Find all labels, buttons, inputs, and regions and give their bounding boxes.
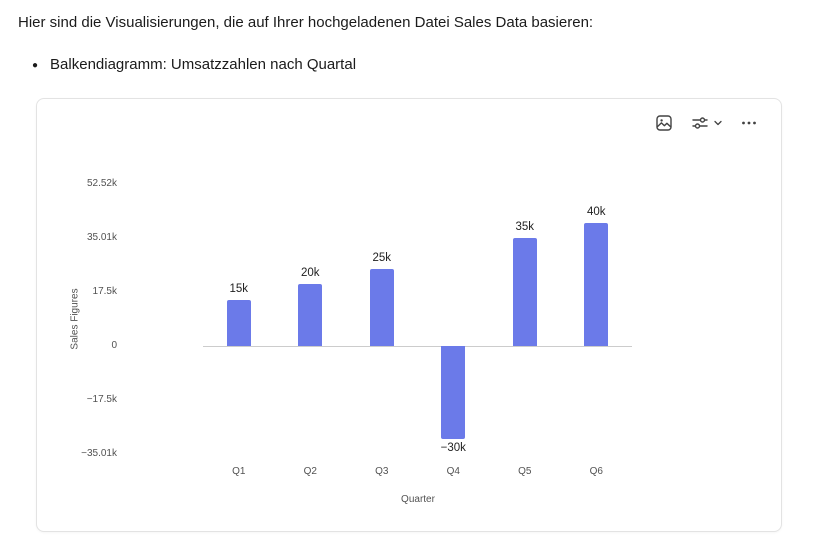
x-tick-label: Q2 [303,466,317,477]
bar-value-label: 40k [587,205,606,218]
bar-value-label: 15k [229,282,249,295]
y-tick-label: −35.01k [81,448,117,459]
y-tick-label: 17.5k [92,286,117,297]
chevron-down-icon [713,118,723,128]
bar[interactable] [298,284,323,346]
chart-card: Sales Figures Quarter 52.52k 35.01k 17.5k 0… [36,98,782,532]
x-tick-label: Q5 [518,466,532,477]
bar-value-label: −30k [440,441,466,454]
sliders-icon [690,113,710,133]
bullet-item: ● Balkendiagramm: Umsatzzahlen nach Quar… [32,56,356,75]
x-axis-title: Quarter [401,494,435,505]
response-text: Hier sind die Visualisierungen, die auf … [18,14,594,31]
y-tick-label: 52.52k [86,178,117,189]
x-tick-label: Q3 [375,466,389,477]
bullet-marker: ● [32,60,39,71]
ellipsis-icon [739,113,759,133]
y-tick-label: 35.01k [86,232,117,243]
x-tick-label: Q1 [232,466,246,477]
bar[interactable] [512,238,537,346]
bar[interactable] [441,346,466,439]
bar-value-label: 20k [301,267,320,280]
export-image-button[interactable] [652,111,676,135]
chart-toolbar [652,111,761,135]
more-options-button[interactable] [737,111,761,135]
bar-value-label: 35k [515,221,535,233]
bar-chart: Sales Figures Quarter 52.52k 35.01k 17.5k 0… [37,99,781,531]
y-tick-label: −17.5k [86,394,117,405]
y-tick-label: 0 [111,340,117,351]
bullet-text: Balkendiagramm: Umsatzzahlen nach Quarta… [50,56,357,73]
x-tick-label: Q4 [446,466,460,477]
image-icon [654,113,674,133]
bar-value-label: 25k [372,251,392,264]
bar[interactable] [226,299,251,346]
bar[interactable] [369,268,394,346]
x-tick-label: Q6 [589,466,603,477]
bar[interactable] [584,222,609,346]
customize-chart-button[interactable] [688,111,725,135]
zero-axis-line [203,346,632,347]
